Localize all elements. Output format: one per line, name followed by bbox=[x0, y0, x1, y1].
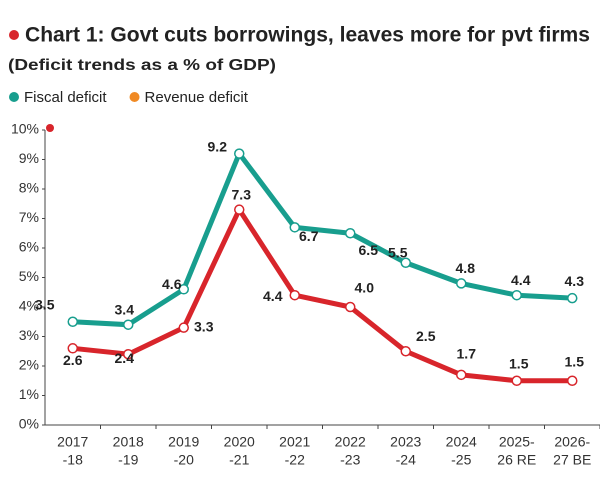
y-tick-label: 8% bbox=[19, 180, 39, 196]
x-tick-label: -18 bbox=[63, 452, 83, 468]
x-tick-label: -25 bbox=[451, 452, 471, 468]
chart-title: Chart 1: Govt cuts borrowings, leaves mo… bbox=[25, 24, 590, 47]
data-label: 2.6 bbox=[63, 352, 83, 368]
data-point bbox=[123, 319, 134, 330]
data-label: 4.4 bbox=[263, 288, 283, 304]
x-tick-label: -22 bbox=[285, 452, 305, 468]
data-point bbox=[67, 316, 78, 327]
info-icon bbox=[46, 124, 54, 132]
data-point bbox=[456, 369, 467, 381]
data-point bbox=[178, 284, 189, 295]
data-point bbox=[178, 322, 189, 333]
x-tick-label: -23 bbox=[340, 452, 360, 468]
data-point bbox=[289, 289, 300, 301]
x-tick-label: 2024 bbox=[446, 434, 477, 450]
data-point bbox=[400, 257, 411, 268]
x-tick-label: 2018 bbox=[113, 434, 144, 450]
legend-label: Fiscal deficit bbox=[24, 89, 107, 106]
legend-marker bbox=[9, 92, 19, 102]
data-label: 3.4 bbox=[115, 301, 135, 317]
data-label: 4.6 bbox=[162, 276, 182, 292]
data-label: 9.2 bbox=[208, 138, 228, 154]
x-tick-label: -24 bbox=[396, 452, 416, 468]
x-tick-label: 2017 bbox=[57, 434, 88, 450]
data-label: 4.8 bbox=[456, 260, 476, 276]
chart-subtitle: (Deficit trends as a % of GDP) bbox=[8, 57, 276, 74]
data-label: 1.7 bbox=[457, 346, 477, 362]
x-tick-label: 27 BE bbox=[553, 452, 591, 468]
data-point bbox=[289, 222, 300, 233]
data-point bbox=[234, 148, 245, 159]
data-label: 3.5 bbox=[35, 296, 55, 312]
x-tick-label: 2026- bbox=[554, 434, 590, 450]
data-label: 7.3 bbox=[232, 186, 252, 202]
data-label: 1.5 bbox=[565, 353, 585, 369]
data-point bbox=[567, 375, 578, 386]
x-tick-label: 2019 bbox=[168, 434, 199, 450]
x-tick-label: -20 bbox=[174, 452, 194, 468]
y-tick-label: 2% bbox=[19, 357, 39, 373]
legend-label: Revenue deficit bbox=[145, 89, 249, 106]
data-point bbox=[511, 375, 522, 386]
data-label: 5.5 bbox=[388, 244, 408, 260]
x-tick-label: -21 bbox=[229, 452, 249, 468]
data-point bbox=[345, 301, 356, 313]
data-label: 6.7 bbox=[299, 228, 319, 244]
y-tick-label: 5% bbox=[19, 268, 39, 284]
series-line bbox=[72, 207, 573, 384]
data-point bbox=[511, 289, 522, 301]
x-tick-label: 2022 bbox=[335, 434, 366, 450]
data-point bbox=[456, 278, 467, 289]
y-tick-label: 9% bbox=[19, 150, 39, 166]
x-tick-label: 2023 bbox=[390, 434, 421, 450]
data-point bbox=[123, 348, 134, 360]
data-label: 4.4 bbox=[511, 272, 531, 288]
x-tick-label: -19 bbox=[118, 452, 138, 468]
series-line bbox=[72, 151, 573, 328]
data-point bbox=[67, 343, 78, 354]
data-label: 2.4 bbox=[115, 350, 135, 366]
x-tick-label: 2021 bbox=[279, 434, 310, 450]
data-label: 2.5 bbox=[416, 328, 436, 344]
y-tick-label: 0% bbox=[19, 416, 39, 432]
x-tick-label: 2025- bbox=[499, 434, 535, 450]
y-tick-label: 1% bbox=[19, 386, 39, 402]
y-tick-label: 10% bbox=[11, 121, 39, 137]
y-tick-label: 3% bbox=[19, 327, 39, 343]
y-tick-label: 7% bbox=[19, 209, 39, 225]
data-label: 4.0 bbox=[355, 280, 375, 296]
data-label: 3.3 bbox=[194, 318, 214, 334]
data-label: 4.3 bbox=[565, 273, 585, 289]
data-point bbox=[234, 204, 245, 215]
y-tick-label: 6% bbox=[19, 239, 39, 255]
legend-marker bbox=[129, 92, 140, 102]
data-point bbox=[567, 292, 578, 304]
data-label: 6.5 bbox=[359, 242, 379, 258]
x-tick-label: 26 RE bbox=[497, 452, 536, 468]
data-label: 1.5 bbox=[509, 355, 529, 371]
y-tick-label: 4% bbox=[19, 298, 39, 314]
data-point bbox=[345, 228, 356, 239]
title-bullet bbox=[9, 30, 19, 40]
data-point bbox=[400, 346, 411, 357]
x-tick-label: 2020 bbox=[224, 434, 255, 450]
